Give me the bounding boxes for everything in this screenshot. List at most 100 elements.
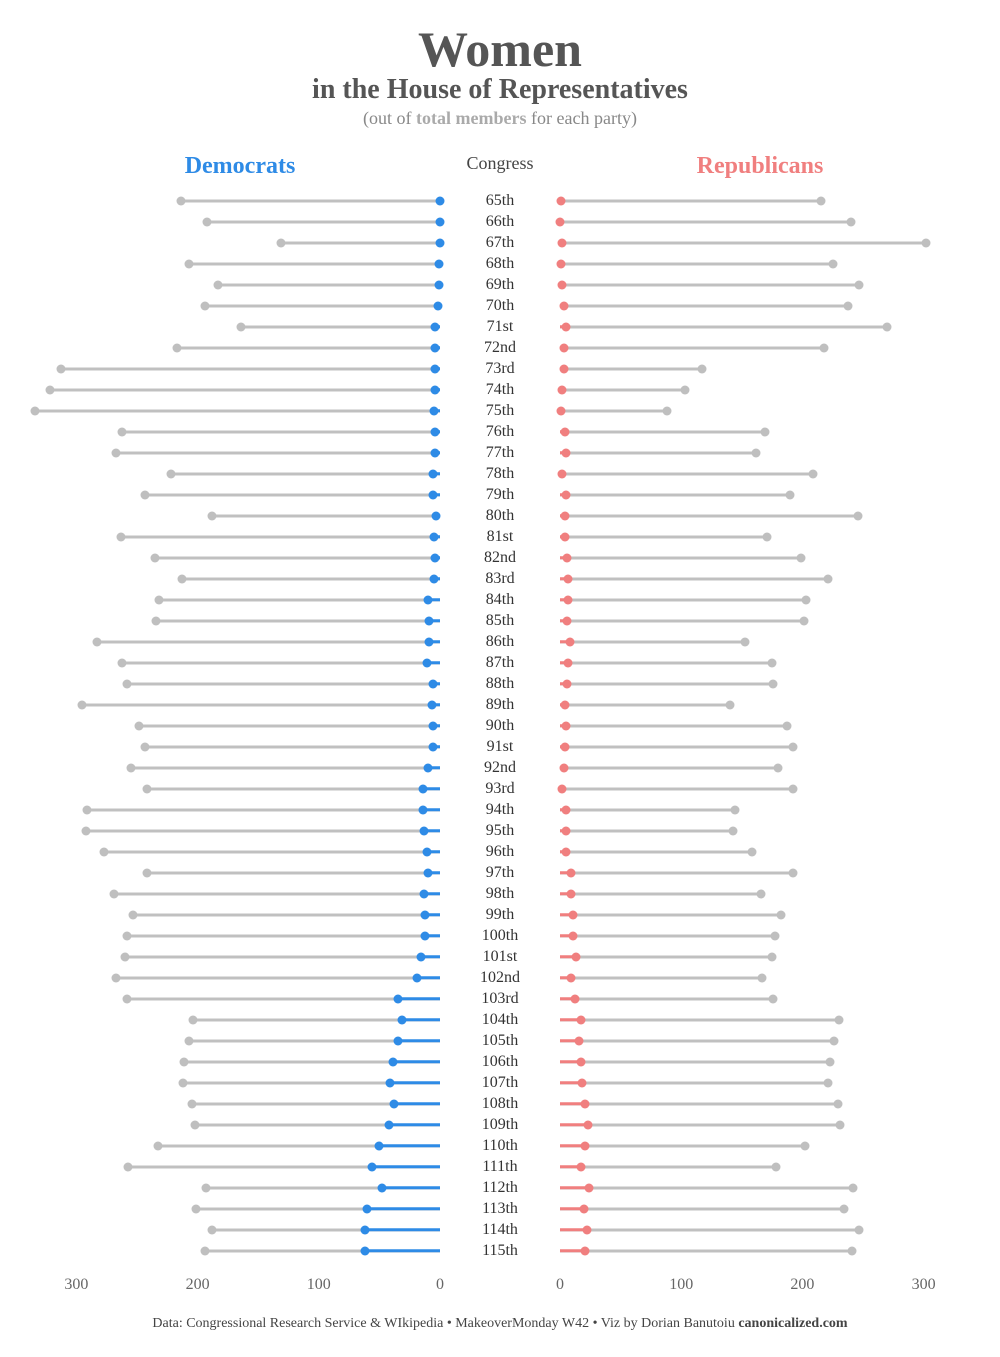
dem-total-dot <box>112 448 121 457</box>
dem-total-bar <box>205 304 440 307</box>
congress-label: 114th <box>440 1221 560 1239</box>
dem-total-dot <box>187 1099 196 1108</box>
rep-total-dot <box>846 217 855 226</box>
chart-row: 95th <box>40 820 960 841</box>
rep-total-bar <box>560 997 773 1000</box>
dem-total-bar <box>181 199 440 202</box>
rep-side <box>560 988 960 1009</box>
rep-total-bar <box>560 682 773 685</box>
rep-side <box>560 316 960 337</box>
dem-total-bar <box>114 892 440 895</box>
rep-women-dot <box>582 1225 591 1234</box>
lollipop-chart: 65th66th67th68th69th70th71st72nd73rd74th… <box>40 190 960 1270</box>
dem-total-dot <box>180 1057 189 1066</box>
rep-total-bar <box>560 829 733 832</box>
dem-total-dot <box>135 721 144 730</box>
dem-side <box>40 1240 440 1261</box>
chart-row: 105th <box>40 1030 960 1051</box>
chart-row: 77th <box>40 442 960 463</box>
dem-total-dot <box>200 301 209 310</box>
congress-label: 67th <box>440 234 560 252</box>
rep-total-dot <box>883 322 892 331</box>
dem-total-bar <box>104 850 440 853</box>
dem-total-dot <box>203 217 212 226</box>
rep-total-dot <box>760 427 769 436</box>
rep-total-bar <box>560 787 793 790</box>
dem-total-dot <box>120 952 129 961</box>
rep-total-dot <box>662 406 671 415</box>
rep-women-dot <box>560 700 569 709</box>
rep-total-bar <box>560 913 781 916</box>
rep-women-dot <box>562 721 571 730</box>
axis-tick: 0 <box>556 1276 564 1294</box>
dem-women-dot <box>422 658 431 667</box>
congress-label: 94th <box>440 801 560 819</box>
title-paren: (out of total members for each party) <box>0 108 1000 129</box>
rep-side <box>560 715 960 736</box>
chart-row: 111th <box>40 1156 960 1177</box>
rep-total-dot <box>758 973 767 982</box>
rep-total-dot <box>823 1078 832 1087</box>
congress-label: 104th <box>440 1011 560 1029</box>
chart-row: 73rd <box>40 358 960 379</box>
rep-side <box>560 904 960 925</box>
dem-women-dot <box>416 952 425 961</box>
rep-women-dot <box>575 1036 584 1045</box>
dem-total-bar <box>121 535 440 538</box>
rep-total-bar <box>560 1249 852 1252</box>
rep-total-dot <box>729 826 738 835</box>
rep-women-dot <box>564 658 573 667</box>
rep-side <box>560 1114 960 1135</box>
chart-row: 87th <box>40 652 960 673</box>
rep-total-dot <box>823 574 832 583</box>
dem-side <box>40 232 440 253</box>
rep-side <box>560 799 960 820</box>
dem-total-dot <box>112 973 121 982</box>
rep-women-dot <box>581 1099 590 1108</box>
rep-total-bar <box>560 241 926 244</box>
dem-side <box>40 1030 440 1051</box>
rep-women-dot <box>563 679 572 688</box>
rep-total-bar <box>560 850 752 853</box>
dem-women-bar <box>365 1249 440 1253</box>
rep-total-bar <box>560 409 667 412</box>
congress-label: 90th <box>440 717 560 735</box>
dem-women-dot <box>436 238 445 247</box>
dem-total-bar <box>139 724 440 727</box>
chart-row: 97th <box>40 862 960 883</box>
dem-side <box>40 736 440 757</box>
dem-total-dot <box>82 826 91 835</box>
rep-total-bar <box>560 220 851 223</box>
rep-total-bar <box>560 1123 840 1126</box>
congress-label: 93rd <box>440 780 560 798</box>
congress-label: 87th <box>440 654 560 672</box>
chart-row: 72nd <box>40 337 960 358</box>
dem-total-bar <box>145 493 440 496</box>
rep-side <box>560 400 960 421</box>
rep-women-dot <box>559 364 568 373</box>
dem-women-dot <box>422 847 431 856</box>
rep-women-dot <box>564 574 573 583</box>
congress-label: 79th <box>440 486 560 504</box>
dem-side <box>40 988 440 1009</box>
rep-women-dot <box>576 1162 585 1171</box>
dem-total-bar <box>177 346 440 349</box>
rep-total-dot <box>757 889 766 898</box>
rep-side <box>560 967 960 988</box>
rep-total-bar <box>560 325 887 328</box>
dem-women-dot <box>386 1078 395 1087</box>
dem-total-dot <box>154 595 163 604</box>
rep-side <box>560 484 960 505</box>
congress-label: 109th <box>440 1116 560 1134</box>
paren-prefix: (out of <box>363 108 416 128</box>
rep-total-bar <box>560 283 859 286</box>
rep-total-bar <box>560 1207 844 1210</box>
rep-side <box>560 337 960 358</box>
rep-side <box>560 1135 960 1156</box>
rep-side <box>560 1156 960 1177</box>
dem-side <box>40 526 440 547</box>
dem-women-dot <box>431 364 440 373</box>
axis-tick: 200 <box>790 1276 814 1294</box>
rep-women-dot <box>580 1204 589 1213</box>
chart-row: 74th <box>40 379 960 400</box>
